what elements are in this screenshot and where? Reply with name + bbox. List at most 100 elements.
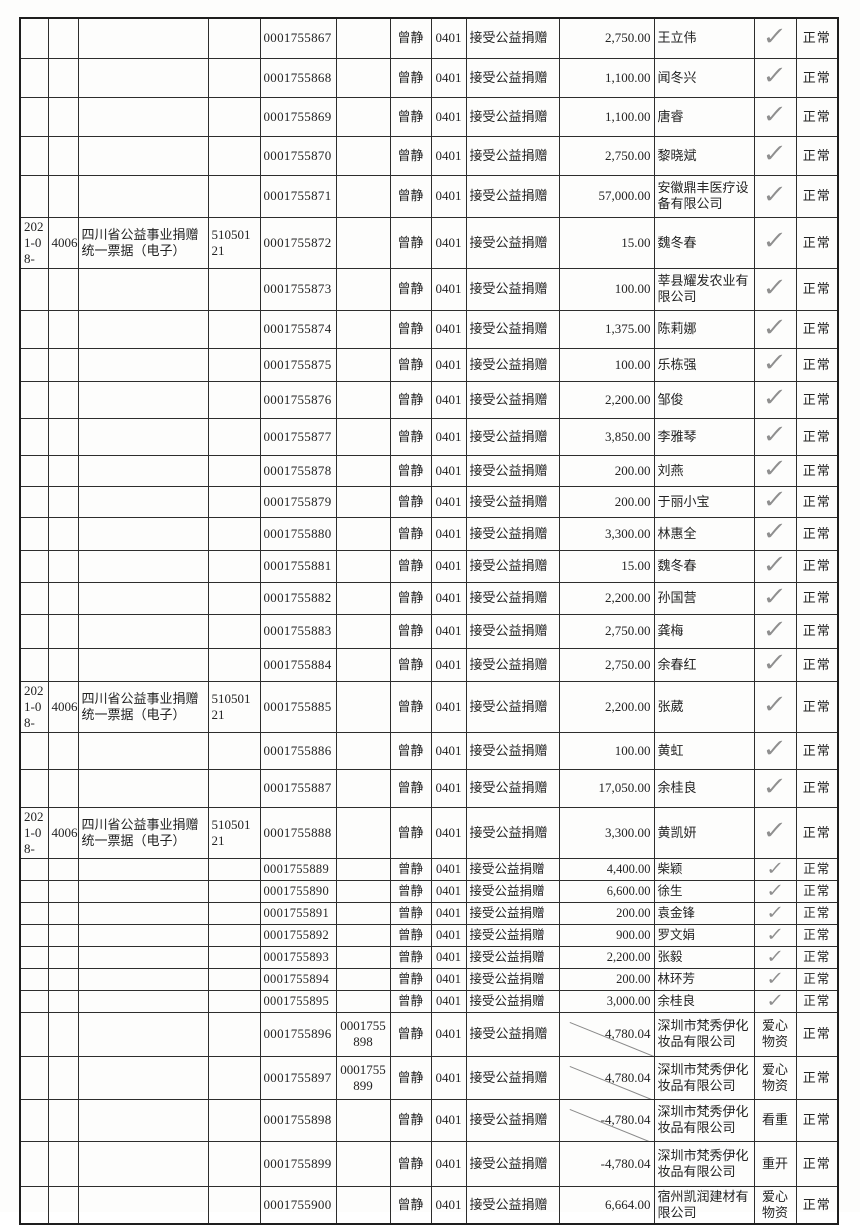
amount-cell: 2,200.00 xyxy=(558,380,655,419)
biz-type-cell: 接受公益捐赠 xyxy=(465,380,560,419)
biz-type-cell: 接受公益捐赠 xyxy=(465,347,560,382)
invoice-code-cell: 51050121 xyxy=(207,680,261,733)
receipt-number-cell: 0001755891 xyxy=(259,901,337,925)
receipt-number-cell: 0001755876 xyxy=(259,380,337,419)
operator-cell: 曾静 xyxy=(389,613,432,649)
operator-cell: 曾静 xyxy=(389,901,432,925)
operator-cell: 曾静 xyxy=(389,857,432,881)
empty-type-code-cell xyxy=(47,1098,79,1142)
empty-date-cell xyxy=(19,857,49,881)
mark-cell: ✓ xyxy=(753,806,797,859)
payer-cell: 林惠全 xyxy=(653,516,755,551)
status-cell: 正常 xyxy=(795,581,839,615)
empty-date-cell xyxy=(19,1185,49,1225)
amount-cell: 2,750.00 xyxy=(558,135,655,176)
status-cell: 正常 xyxy=(795,1011,839,1057)
empty-type-code-cell xyxy=(47,879,79,903)
status-cell: 正常 xyxy=(795,1185,839,1225)
receipt-row: 0001755889 曾静 0401 接受公益捐赠 4,400.00 柴颖 ✓ 正常 xyxy=(19,857,839,881)
mark-cell: ✓ xyxy=(753,380,797,419)
operator-cell: 曾静 xyxy=(389,731,432,770)
amount-cell: 100.00 xyxy=(558,267,655,311)
receipt-number-cell: 0001755889 xyxy=(259,857,337,881)
biz-code-cell: 0401 xyxy=(430,901,467,925)
biz-type-cell: 接受公益捐赠 xyxy=(465,901,560,925)
amount-cell: 3,000.00 xyxy=(558,989,655,1013)
receipt-row: 2021-08- 4006 四川省公益事业捐赠统一票据（电子） 51050121 000… xyxy=(19,680,839,733)
invoice-code-cell: 51050121 xyxy=(207,216,261,269)
empty-type-code-cell xyxy=(47,613,79,649)
empty-date-cell xyxy=(19,945,49,969)
receipt-number-cell: 0001755893 xyxy=(259,945,337,969)
payer-cell: 黎晓斌 xyxy=(653,135,755,176)
receipt-row: 0001755899 曾静 0401 接受公益捐赠 -4,780.04 深圳市梵秀伊化妆品… xyxy=(19,1140,839,1187)
related-number-cell xyxy=(335,1098,391,1142)
check-icon: ✓ xyxy=(762,139,788,169)
related-number-cell xyxy=(335,174,391,218)
payer-cell: 张毅 xyxy=(653,945,755,969)
empty-date-cell xyxy=(19,17,49,59)
check-icon: ✓ xyxy=(765,858,785,880)
mark-cell: ✓ xyxy=(753,989,797,1013)
receipt-row: 0001755893 曾静 0401 接受公益捐赠 2,200.00 张毅 ✓ 正常 xyxy=(19,945,839,969)
check-icon: ✓ xyxy=(762,100,788,130)
check-icon: ✓ xyxy=(762,313,788,342)
related-number-cell xyxy=(335,309,391,349)
receipt-number-cell: 0001755882 xyxy=(259,581,337,615)
empty-invoice-type-cell xyxy=(77,267,209,311)
biz-type-cell: 接受公益捐赠 xyxy=(465,989,560,1013)
empty-type-code-cell xyxy=(47,967,79,991)
receipt-row: 0001755869 曾静 0401 接受公益捐赠 1,100.00 唐睿 ✓ 正常 xyxy=(19,96,839,137)
check-icon: ✓ xyxy=(762,772,788,801)
empty-invoice-code-cell xyxy=(207,57,261,98)
empty-type-code-cell xyxy=(47,549,79,583)
status-cell: 正常 xyxy=(795,135,839,176)
related-number-cell xyxy=(335,923,391,947)
empty-type-code-cell xyxy=(47,417,79,456)
check-icon: ✓ xyxy=(762,455,788,484)
empty-invoice-code-cell xyxy=(207,454,261,487)
status-cell: 正常 xyxy=(795,647,839,682)
biz-type-cell: 接受公益捐赠 xyxy=(465,1055,560,1100)
biz-code-cell: 0401 xyxy=(430,454,467,487)
empty-invoice-code-cell xyxy=(207,135,261,176)
empty-invoice-code-cell xyxy=(207,581,261,615)
mark-cell: ✓ xyxy=(753,967,797,991)
amount-cell: 4,780.04 xyxy=(558,1055,655,1100)
payer-cell: 张葳 xyxy=(653,680,755,733)
mark-cell: ✓ xyxy=(753,96,797,137)
empty-date-cell xyxy=(19,347,49,382)
empty-date-cell xyxy=(19,923,49,947)
related-number-cell xyxy=(335,135,391,176)
receipt-number-cell: 0001755877 xyxy=(259,417,337,456)
invoice-type-cell: 四川省公益事业捐赠统一票据（电子） xyxy=(77,806,209,859)
amount-cell: 2,200.00 xyxy=(558,680,655,733)
biz-code-cell: 0401 xyxy=(430,309,467,349)
related-number-cell xyxy=(335,879,391,903)
empty-invoice-code-cell xyxy=(207,731,261,770)
empty-date-cell xyxy=(19,267,49,311)
operator-cell: 曾静 xyxy=(389,380,432,419)
operator-cell: 曾静 xyxy=(389,57,432,98)
amount-cell: 2,200.00 xyxy=(558,945,655,969)
empty-invoice-type-cell xyxy=(77,174,209,218)
biz-code-cell: 0401 xyxy=(430,57,467,98)
empty-invoice-type-cell xyxy=(77,417,209,456)
mark-cell: ✓ xyxy=(753,347,797,382)
empty-invoice-code-cell xyxy=(207,1011,261,1057)
operator-cell: 曾静 xyxy=(389,174,432,218)
related-number-cell: 0001755899 xyxy=(335,1055,391,1100)
biz-type-cell: 接受公益捐赠 xyxy=(465,1185,560,1225)
empty-type-code-cell xyxy=(47,454,79,487)
strike-slash-mark xyxy=(569,1065,653,1098)
mark-cell: ✓ xyxy=(753,768,797,808)
empty-invoice-type-cell xyxy=(77,380,209,419)
operator-cell: 曾静 xyxy=(389,768,432,808)
empty-invoice-code-cell xyxy=(207,96,261,137)
empty-type-code-cell xyxy=(47,57,79,98)
related-number-cell xyxy=(335,96,391,137)
status-cell: 正常 xyxy=(795,768,839,808)
related-number-cell xyxy=(335,454,391,487)
payer-cell: 龚梅 xyxy=(653,613,755,649)
payer-cell: 安徽鼎丰医疗设备有限公司 xyxy=(653,174,755,218)
